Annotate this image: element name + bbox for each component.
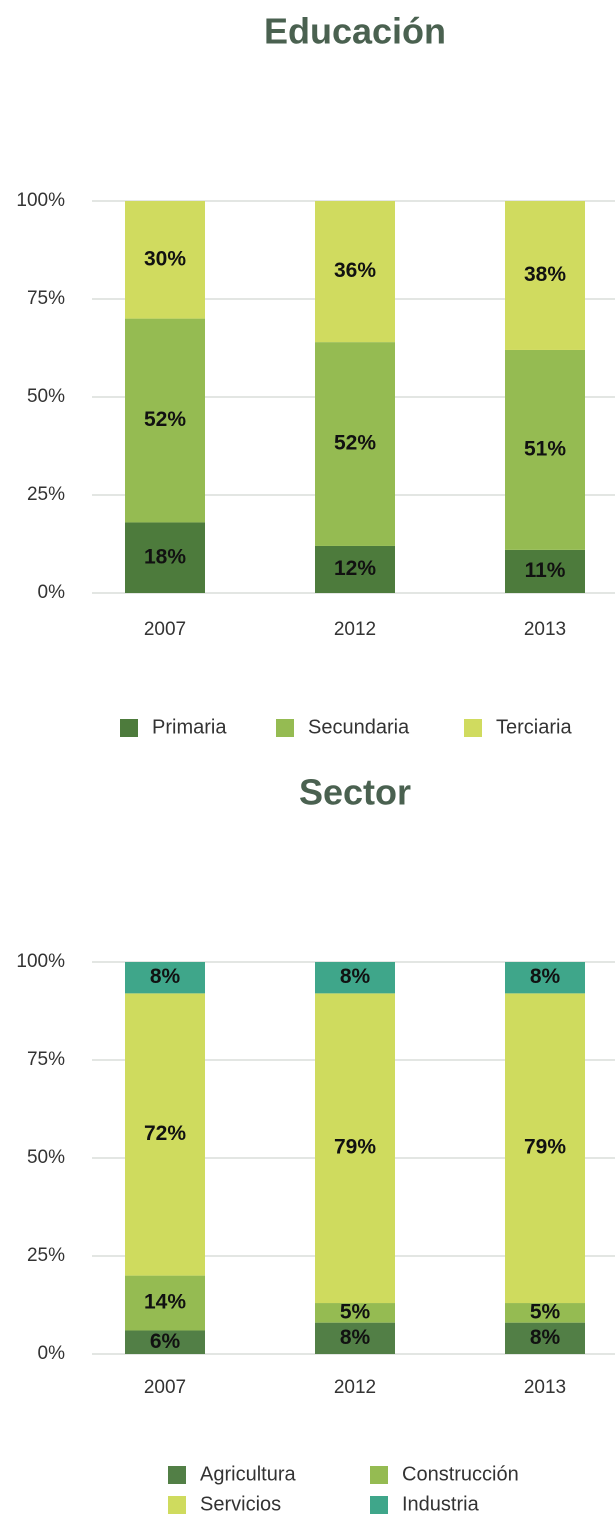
bar-segment bbox=[505, 549, 585, 593]
legend-swatch bbox=[168, 1466, 186, 1484]
data-label: 30% bbox=[144, 247, 186, 270]
legend-label: Secundaria bbox=[308, 716, 410, 738]
y-tick-label: 0% bbox=[38, 582, 66, 603]
y-tick-label: 50% bbox=[27, 1147, 65, 1168]
y-tick-label: 25% bbox=[27, 484, 65, 505]
legend-label: Industria bbox=[402, 1493, 480, 1515]
data-label: 36% bbox=[334, 259, 376, 282]
bar-segment bbox=[315, 1303, 395, 1323]
bar-segment bbox=[505, 349, 585, 550]
bar-segment bbox=[315, 1322, 395, 1354]
bar-segment bbox=[315, 993, 395, 1304]
legend-swatch bbox=[464, 719, 482, 737]
x-tick-label: 2007 bbox=[144, 1377, 186, 1398]
x-tick-label: 2013 bbox=[524, 1377, 566, 1398]
data-label: 8% bbox=[530, 1326, 561, 1349]
x-tick-label: 2007 bbox=[144, 619, 186, 640]
chart-title: Educación bbox=[264, 11, 446, 52]
bar-segment bbox=[315, 342, 395, 546]
data-label: 8% bbox=[150, 965, 181, 988]
bar-segment bbox=[505, 1322, 585, 1354]
legend-label: Primaria bbox=[152, 716, 227, 738]
data-label: 11% bbox=[525, 559, 566, 582]
data-label: 38% bbox=[524, 263, 566, 286]
legend-swatch bbox=[120, 719, 138, 737]
chart-title: Sector bbox=[299, 772, 411, 813]
bar-segment bbox=[505, 201, 585, 350]
bar-segment bbox=[505, 1303, 585, 1323]
data-label: 52% bbox=[334, 432, 376, 455]
y-tick-label: 75% bbox=[27, 288, 65, 309]
bar-segment bbox=[315, 545, 395, 593]
bar-segment bbox=[125, 318, 205, 523]
data-label: 12% bbox=[334, 557, 376, 580]
y-tick-label: 75% bbox=[27, 1049, 65, 1070]
legend-label: Servicios bbox=[200, 1493, 281, 1515]
x-tick-label: 2012 bbox=[334, 1377, 376, 1398]
legend-swatch bbox=[276, 719, 294, 737]
data-label: 79% bbox=[334, 1136, 376, 1159]
x-tick-label: 2013 bbox=[524, 619, 566, 640]
y-tick-label: 100% bbox=[16, 951, 65, 972]
legend-swatch bbox=[370, 1466, 388, 1484]
legend-label: Terciaria bbox=[496, 716, 572, 738]
data-label: 6% bbox=[150, 1330, 181, 1353]
legend-label: Construcción bbox=[402, 1463, 519, 1485]
y-tick-label: 50% bbox=[27, 386, 65, 407]
y-tick-label: 100% bbox=[16, 190, 65, 211]
bar-segment bbox=[125, 1330, 205, 1354]
data-label: 52% bbox=[144, 408, 186, 431]
data-label: 8% bbox=[530, 965, 561, 988]
bar-segment bbox=[315, 962, 395, 994]
bar-segment bbox=[125, 1275, 205, 1331]
data-label: 72% bbox=[144, 1122, 186, 1145]
bar-segment bbox=[125, 201, 205, 319]
bar-segment bbox=[125, 962, 205, 994]
bar-segment bbox=[505, 962, 585, 994]
bar-segment bbox=[505, 993, 585, 1304]
legend-swatch bbox=[370, 1496, 388, 1514]
y-tick-label: 25% bbox=[27, 1245, 65, 1266]
data-label: 8% bbox=[340, 1326, 371, 1349]
data-label: 79% bbox=[524, 1136, 566, 1159]
data-label: 5% bbox=[340, 1300, 371, 1323]
legend-swatch bbox=[168, 1496, 186, 1514]
bar-segment bbox=[315, 201, 395, 343]
bar-segment bbox=[125, 522, 205, 593]
data-label: 51% bbox=[524, 437, 566, 460]
y-tick-label: 0% bbox=[38, 1343, 66, 1364]
legend-label: Agricultura bbox=[200, 1463, 296, 1485]
x-tick-label: 2012 bbox=[334, 619, 376, 640]
data-label: 18% bbox=[144, 545, 186, 568]
bar-segment bbox=[125, 993, 205, 1276]
data-label: 14% bbox=[144, 1291, 186, 1314]
data-label: 5% bbox=[530, 1300, 561, 1323]
data-label: 8% bbox=[340, 965, 371, 988]
